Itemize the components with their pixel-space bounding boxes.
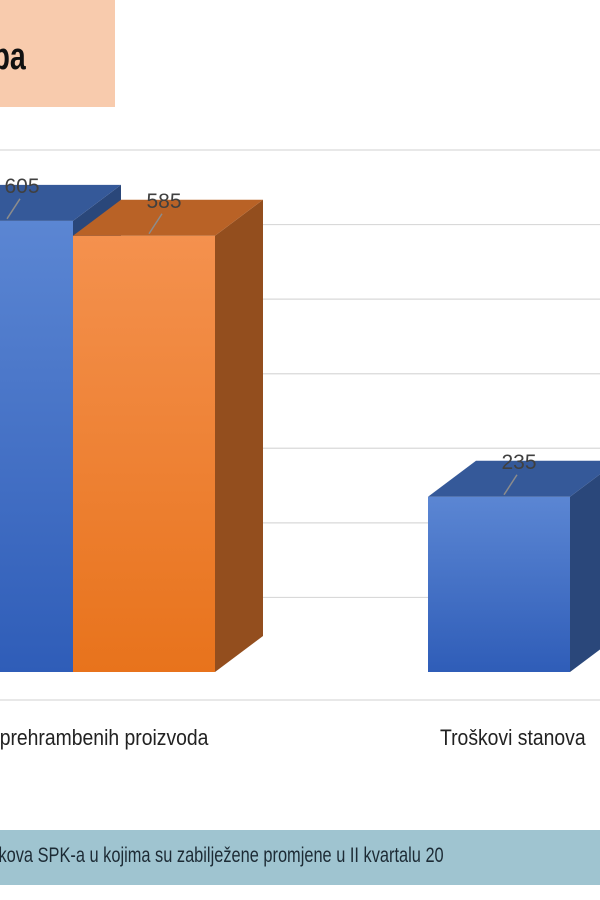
- data-label: 605: [4, 175, 39, 198]
- data-label: 235: [501, 451, 536, 474]
- category-label: i prehrambenih proizvoda: [0, 726, 209, 750]
- data-label: 585: [146, 190, 181, 213]
- bars: [0, 184, 600, 673]
- category-label: Troškovi stanova: [440, 726, 586, 750]
- bar-side: [215, 199, 263, 672]
- bar: [0, 220, 73, 673]
- bar: [73, 235, 215, 672]
- bar-side: [570, 474, 600, 672]
- bar-top: [0, 184, 121, 221]
- leader-line: [6, 198, 21, 220]
- category-labels: i prehrambenih proizvoda Troškovi stanova: [0, 726, 586, 750]
- title-banner: pa: [0, 0, 115, 107]
- bar: [428, 496, 570, 672]
- chart-title: pa: [0, 36, 26, 78]
- bar-chart: 605 585 235 i prehrambenih proizvoda Troško…: [0, 149, 600, 750]
- data-labels: 605 585 235: [4, 175, 537, 496]
- leader-line: [148, 213, 163, 235]
- caption-text: kova SPK-a u kojima su zabilježene promj…: [0, 844, 444, 867]
- caption-bar: kova SPK-a u kojima su zabilježene promj…: [0, 830, 600, 885]
- leader-line: [503, 474, 518, 496]
- bar-top: [73, 199, 263, 236]
